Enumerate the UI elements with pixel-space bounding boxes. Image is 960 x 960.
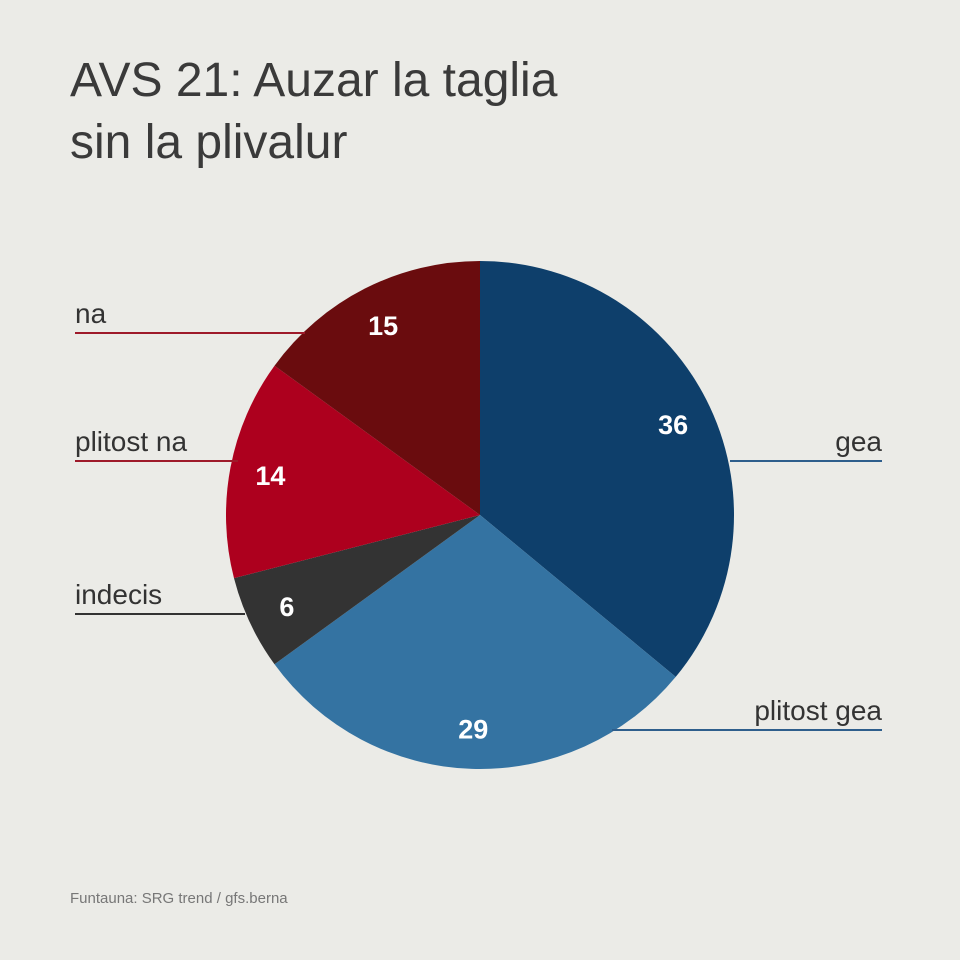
- slice-label-gea: gea: [835, 426, 882, 457]
- chart-title: AVS 21: Auzar la taglia sin la plivalur: [70, 50, 870, 174]
- source-note: Funtauna: SRG trend / gfs.berna: [70, 890, 288, 907]
- chart-title-line-2: sin la plivalur: [70, 116, 348, 169]
- slice-value-plitost-na: 14: [255, 461, 285, 491]
- slice-label-plitost-na: plitost na: [75, 426, 187, 457]
- pie-slice-na: [274, 261, 480, 515]
- pie-slice-gea: [480, 261, 735, 677]
- slice-value-na: 15: [368, 311, 398, 341]
- slice-value-plitost-gea: 29: [458, 714, 488, 744]
- pie-slice-plitost-na: [225, 365, 480, 579]
- slice-label-na: na: [75, 298, 107, 329]
- chart-title-line-1: AVS 21: Auzar la taglia: [70, 54, 558, 107]
- slice-label-plitost-gea: plitost gea: [754, 695, 882, 726]
- pie-slice-plitost-gea: [274, 515, 676, 770]
- pie-slice-indecis: [233, 515, 480, 665]
- slice-value-gea: 36: [658, 410, 688, 440]
- slice-value-indecis: 6: [279, 592, 294, 622]
- slice-label-indecis: indecis: [75, 579, 162, 610]
